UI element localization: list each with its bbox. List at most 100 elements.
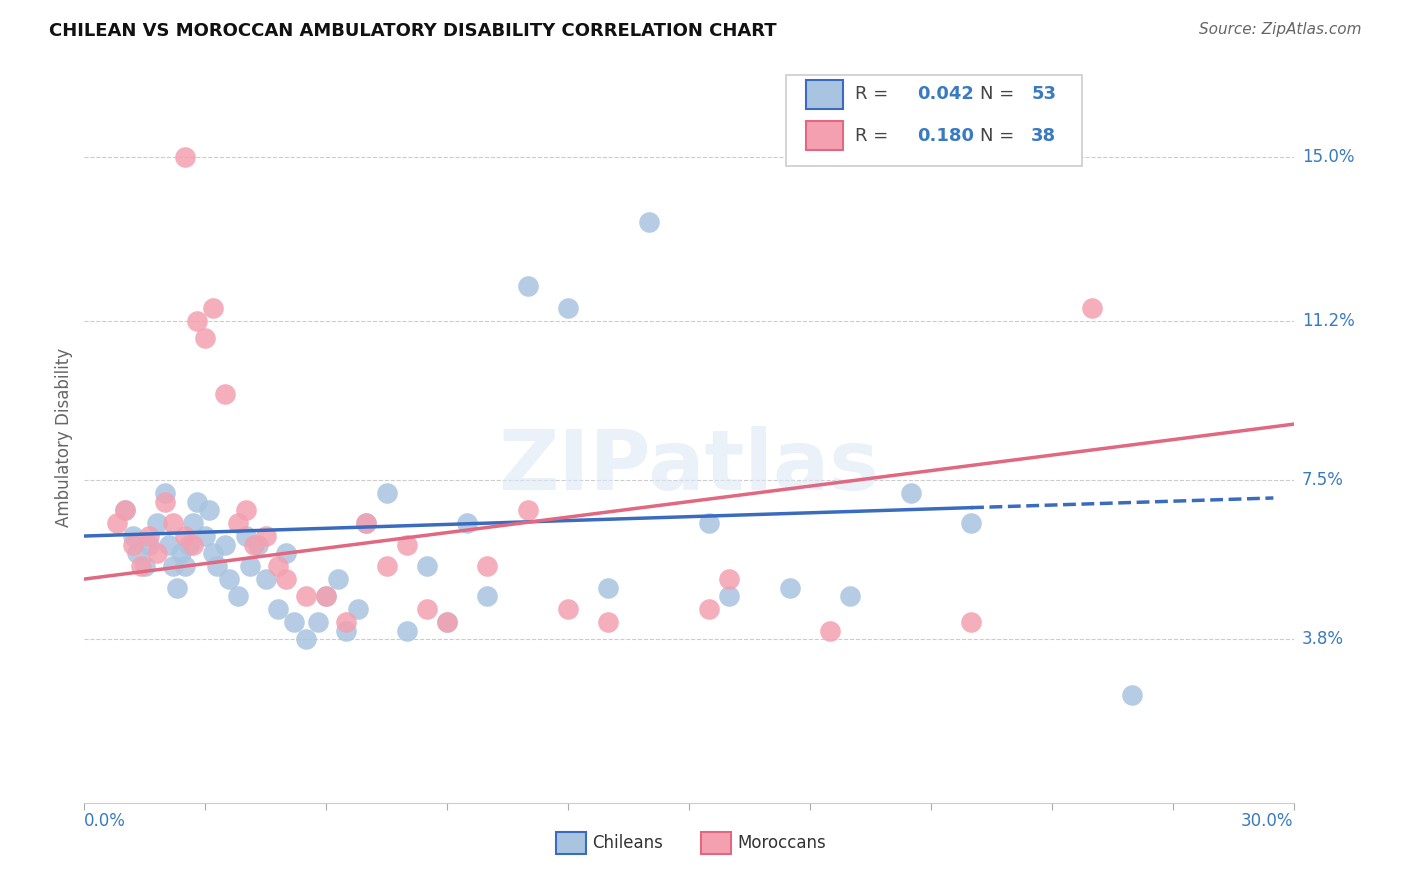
Point [697,602,720,616]
Point [174,529,197,543]
Text: 11.2%: 11.2% [1302,312,1354,330]
Point [214,387,236,401]
Point [207,559,229,574]
Point [181,516,204,530]
Point [356,516,378,530]
Text: Source: ZipAtlas.com: Source: ZipAtlas.com [1198,22,1361,37]
Text: ZIPatlas: ZIPatlas [499,425,879,507]
Point [307,615,329,629]
Text: 53: 53 [1031,86,1056,103]
Text: R =: R = [855,86,894,103]
Text: R =: R = [855,127,894,145]
Point [153,486,176,500]
Point [226,589,249,603]
Point [114,503,136,517]
Point [138,529,160,543]
Point [335,624,357,638]
Text: 0.0%: 0.0% [84,812,127,830]
Point [105,516,128,530]
Point [477,589,499,603]
Point [315,589,337,603]
Point [416,602,439,616]
Point [557,301,579,315]
Point [254,529,277,543]
Point [1081,301,1104,315]
Point [436,615,458,629]
Point [235,503,257,517]
Point [395,624,418,638]
Point [295,632,318,647]
Point [114,503,136,517]
Point [254,572,277,586]
Point [900,486,922,500]
Point [598,615,620,629]
Point [194,331,217,345]
Point [162,559,184,574]
Point [328,572,350,586]
Point [839,589,862,603]
Point [198,503,221,517]
Point [818,624,841,638]
Point [779,581,801,595]
Point [121,529,143,543]
Point [637,215,659,229]
Point [174,150,197,164]
Point [516,279,538,293]
Point [138,538,160,552]
Point [186,314,208,328]
Text: 3.8%: 3.8% [1302,631,1344,648]
Point [242,538,264,552]
Point [121,538,143,552]
Text: Chileans: Chileans [592,834,664,852]
Point [157,538,180,552]
FancyBboxPatch shape [555,832,586,854]
Point [274,572,297,586]
Point [1121,688,1143,702]
Point [246,538,269,552]
Point [202,546,225,560]
Point [194,529,217,543]
Point [218,572,240,586]
Text: Moroccans: Moroccans [737,834,827,852]
Point [718,572,741,586]
Point [598,581,620,595]
FancyBboxPatch shape [806,121,842,150]
FancyBboxPatch shape [786,75,1083,167]
Text: 15.0%: 15.0% [1302,148,1354,167]
Point [179,538,201,552]
Point [960,615,983,629]
Point [718,589,741,603]
Point [456,516,478,530]
Point [153,494,176,508]
Y-axis label: Ambulatory Disability: Ambulatory Disability [55,348,73,526]
Point [146,516,169,530]
Point [960,516,983,530]
Point [166,581,188,595]
Point [315,589,337,603]
Point [516,503,538,517]
Point [295,589,318,603]
FancyBboxPatch shape [702,832,731,854]
Point [239,559,262,574]
Text: CHILEAN VS MOROCCAN AMBULATORY DISABILITY CORRELATION CHART: CHILEAN VS MOROCCAN AMBULATORY DISABILIT… [49,22,778,40]
Point [375,559,398,574]
Point [267,602,290,616]
Point [174,559,197,574]
Point [170,546,193,560]
Point [129,559,152,574]
Point [235,529,257,543]
Point [125,546,148,560]
Point [202,301,225,315]
Text: 7.5%: 7.5% [1302,471,1344,489]
Point [335,615,357,629]
Text: 0.180: 0.180 [918,127,974,145]
Point [146,546,169,560]
Point [557,602,579,616]
Point [162,516,184,530]
Point [436,615,458,629]
Point [186,494,208,508]
Point [214,538,236,552]
Point [181,538,204,552]
Text: N =: N = [980,127,1021,145]
Point [267,559,290,574]
